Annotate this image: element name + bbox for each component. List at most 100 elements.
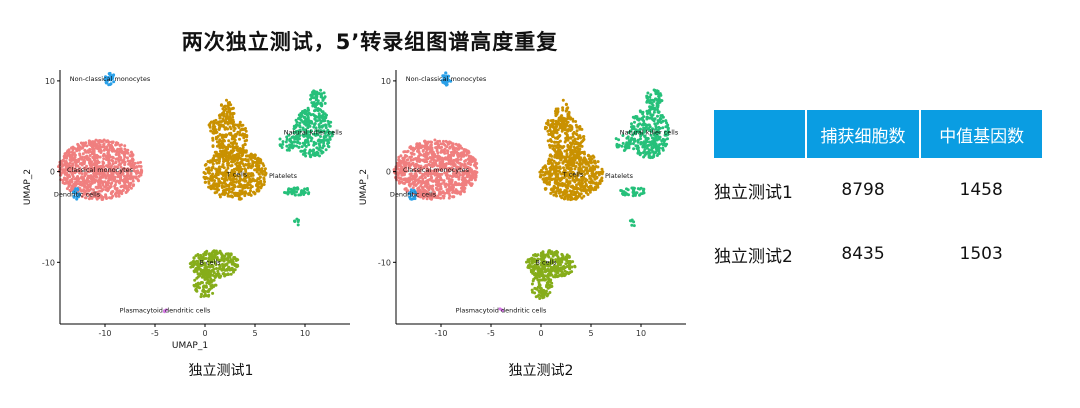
data-point — [641, 144, 645, 148]
data-point — [433, 173, 437, 177]
data-point — [431, 179, 435, 183]
data-point — [315, 153, 319, 157]
data-point — [412, 152, 416, 156]
data-point — [83, 148, 87, 152]
data-point — [222, 119, 226, 123]
data-point — [400, 180, 404, 184]
data-point — [424, 158, 428, 162]
data-point — [241, 132, 245, 136]
data-point — [629, 142, 632, 146]
data-point — [64, 171, 68, 175]
data-point — [224, 115, 228, 119]
data-point — [63, 182, 67, 185]
data-point — [466, 157, 470, 161]
data-point — [203, 163, 207, 167]
data-point — [105, 154, 109, 158]
data-point — [241, 150, 245, 154]
data-point — [255, 167, 259, 171]
data-point — [551, 254, 555, 258]
data-point — [246, 172, 250, 176]
data-point — [307, 151, 311, 155]
data-point — [459, 155, 463, 159]
data-point — [549, 172, 553, 176]
data-point — [262, 169, 266, 173]
data-point — [93, 144, 96, 148]
data-point — [205, 167, 208, 171]
data-point — [242, 136, 246, 140]
data-point — [303, 187, 307, 191]
data-point — [292, 131, 296, 135]
data-point — [558, 126, 562, 130]
data-point — [557, 268, 561, 272]
cluster-label: Non-classical monocytes — [70, 75, 151, 83]
data-point — [307, 108, 310, 112]
data-point — [75, 197, 79, 201]
data-point — [449, 162, 453, 166]
data-point — [565, 259, 569, 263]
data-point — [104, 75, 108, 79]
data-point — [311, 150, 315, 153]
data-point — [554, 136, 557, 140]
data-point — [635, 130, 639, 134]
data-point — [451, 185, 455, 189]
data-point — [135, 165, 139, 169]
data-point — [571, 141, 575, 145]
data-point — [246, 166, 250, 170]
data-point — [528, 258, 531, 261]
data-point — [83, 173, 87, 177]
cluster-2 — [614, 88, 670, 160]
data-point — [423, 184, 427, 188]
data-point — [108, 196, 111, 200]
data-point — [598, 179, 602, 183]
data-point — [543, 270, 547, 274]
data-point — [257, 161, 261, 165]
data-point — [100, 196, 104, 200]
data-point — [118, 148, 122, 152]
data-point — [575, 187, 579, 191]
data-point — [203, 285, 207, 289]
data-point — [214, 253, 218, 257]
data-point — [399, 167, 403, 171]
data-point — [220, 192, 224, 196]
data-point — [232, 112, 236, 115]
data-point — [223, 268, 227, 272]
data-point — [443, 191, 447, 195]
data-point — [642, 123, 645, 127]
data-point — [578, 179, 581, 183]
data-point — [316, 101, 320, 105]
data-point — [665, 121, 668, 125]
data-point — [661, 126, 665, 130]
data-point — [300, 149, 304, 153]
data-point — [425, 155, 429, 159]
data-point — [397, 155, 401, 159]
data-point — [439, 196, 443, 200]
data-point — [214, 274, 218, 278]
data-point — [650, 142, 653, 146]
data-point — [284, 140, 288, 144]
data-point — [440, 178, 443, 182]
data-point — [293, 193, 297, 197]
data-point — [230, 178, 234, 181]
data-point — [578, 194, 582, 198]
data-point — [438, 139, 442, 143]
data-point — [319, 88, 323, 92]
data-point — [554, 173, 558, 176]
data-point — [104, 174, 107, 178]
data-point — [231, 107, 235, 110]
data-point — [556, 107, 560, 111]
data-point — [639, 131, 643, 135]
data-point — [614, 137, 618, 141]
data-point — [560, 258, 564, 262]
data-point — [259, 182, 263, 186]
data-point — [106, 173, 110, 177]
data-point — [227, 143, 231, 147]
data-point — [582, 189, 586, 193]
data-point — [84, 196, 87, 200]
data-point — [315, 92, 319, 95]
data-point — [324, 148, 328, 152]
data-point — [596, 160, 600, 164]
data-point — [129, 186, 133, 190]
data-point — [553, 153, 557, 157]
data-point — [639, 137, 642, 141]
data-point — [326, 129, 330, 133]
